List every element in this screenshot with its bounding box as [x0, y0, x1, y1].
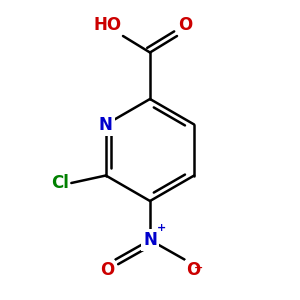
- Text: N: N: [143, 231, 157, 249]
- Text: O: O: [178, 16, 193, 34]
- Text: Cl: Cl: [51, 174, 69, 192]
- Text: O: O: [186, 261, 200, 279]
- Text: −: −: [194, 262, 203, 272]
- Text: HO: HO: [93, 16, 122, 34]
- Text: +: +: [157, 224, 166, 233]
- Text: N: N: [99, 116, 113, 134]
- Text: O: O: [100, 261, 114, 279]
